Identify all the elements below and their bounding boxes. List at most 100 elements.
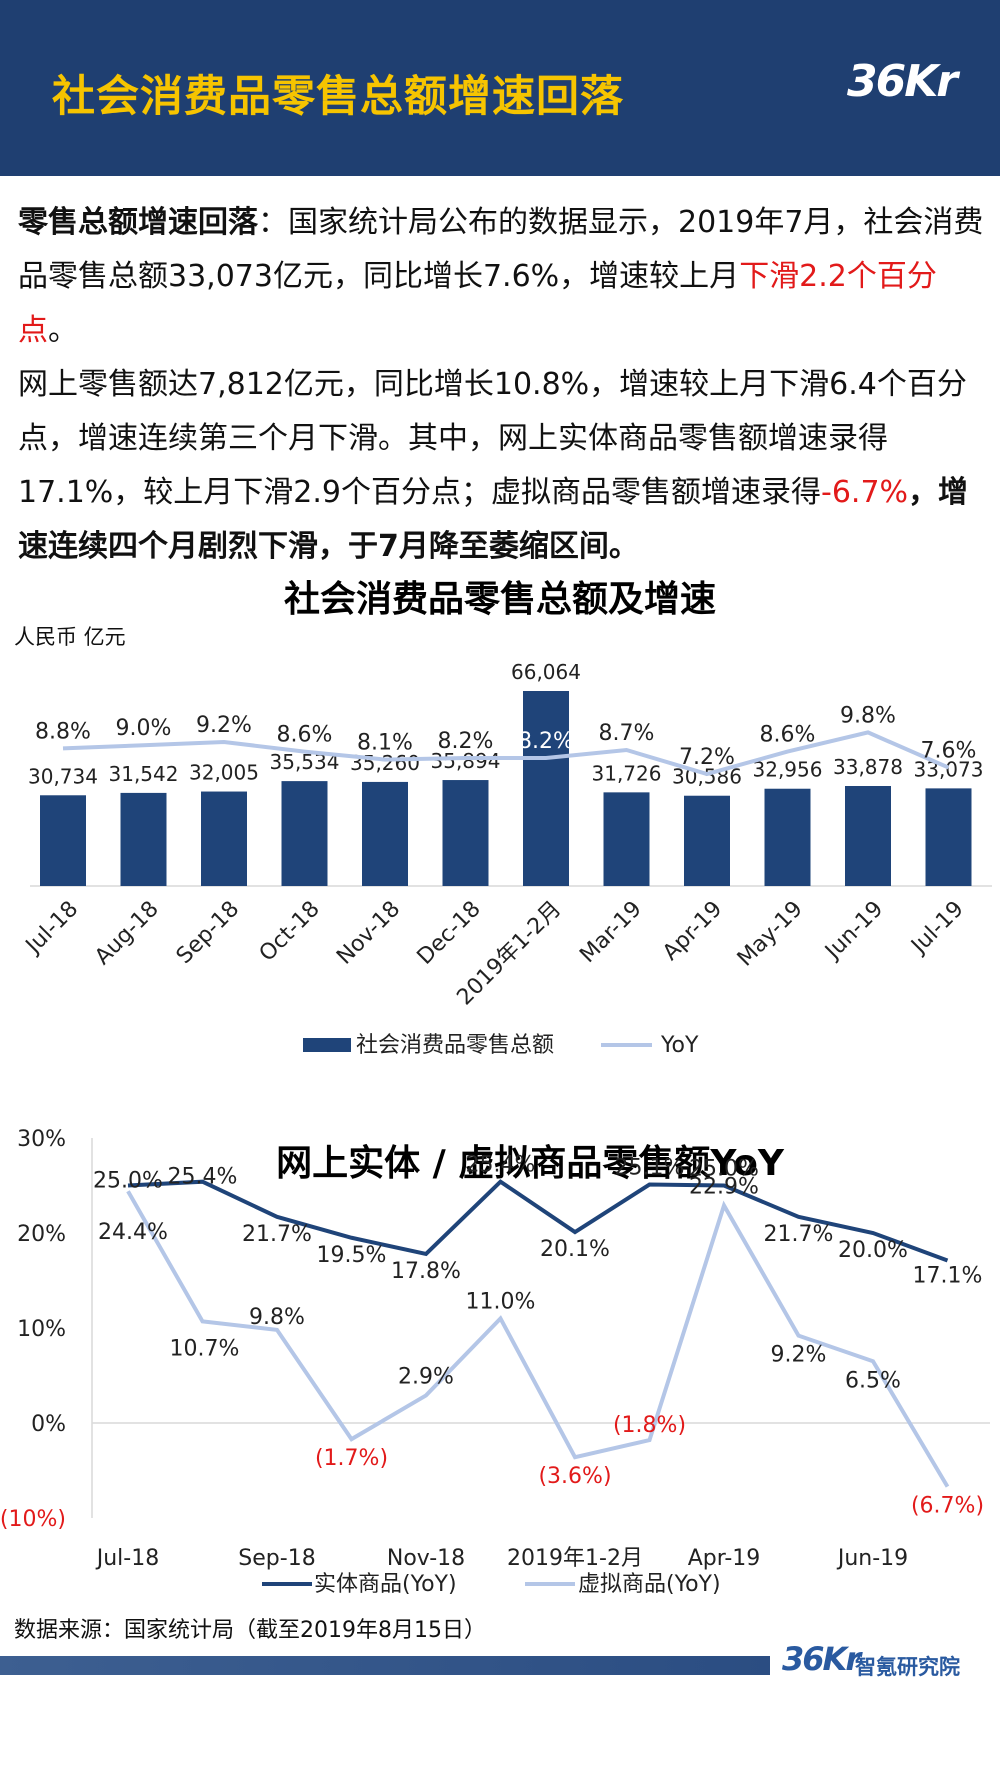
online-goods-yoy-chart: 网上实体 / 虚拟商品零售额YoY 30% 20% 10% 0% (10%) Jul-18 S… (0, 1127, 990, 1597)
legend-label-bars: 社会消费品零售总额 (356, 1033, 554, 1058)
bar-value-label: 32,005 (189, 761, 259, 785)
bar (281, 781, 328, 886)
physical-value-label: 17.1% (913, 1264, 983, 1289)
yoy-value-label: 8.1% (357, 731, 413, 756)
physical-value-label: 25.0% (93, 1169, 163, 1194)
footer-logo: 36Kr (782, 1640, 861, 1678)
virtual-value-label: 6.5% (845, 1368, 901, 1393)
chart2-title: 网上实体 / 虚拟商品零售额YoY (276, 1143, 785, 1184)
x-tick-label: Nov-18 (332, 897, 405, 970)
bar (201, 791, 247, 886)
footer-bar (0, 1656, 770, 1675)
yoy-value-label: 8.6% (277, 723, 333, 748)
bar (764, 788, 811, 886)
bar (684, 795, 730, 886)
bar (603, 792, 650, 886)
x-tick-label: Jun-19 (836, 1546, 908, 1571)
yoy-value-label: 7.6% (921, 739, 977, 764)
x-tick-label: Sep-18 (172, 897, 244, 969)
physical-value-label: 21.7% (764, 1222, 834, 1247)
physical-value-label: 19.5% (317, 1243, 387, 1268)
x-tick-label: Apr-19 (658, 897, 727, 966)
y-tick-label: 0% (31, 1412, 66, 1437)
physical-value-label: 25.0% (689, 1157, 759, 1182)
x-tick-label: Aug-18 (90, 897, 163, 970)
virtual-value-label: 9.2% (771, 1343, 827, 1368)
y-tick-label: 20% (17, 1222, 66, 1247)
legend-label-physical: 实体商品(YoY) (314, 1572, 457, 1597)
chart1-ylabel: 人民币 亿元 (14, 625, 126, 649)
yoy-value-label: 8.8% (35, 719, 91, 744)
virtual-value-label: 10.7% (170, 1336, 240, 1361)
intro-p1-red: 下滑2.2个百分点 (18, 259, 937, 348)
header-banner: 社会消费品零售总额增速回落 36Kr (0, 0, 1000, 176)
intro-p2-red: -6.7% (821, 475, 909, 510)
bar-value-label: 33,073 (914, 757, 984, 781)
x-tick-label: Apr-19 (688, 1546, 761, 1571)
legend-label-virtual: 虚拟商品(YoY) (578, 1572, 721, 1597)
virtual-value-label: 11.0% (466, 1290, 536, 1315)
physical-value-label: 20.1% (540, 1237, 610, 1262)
yoy-value-label: 7.2% (679, 745, 735, 770)
x-tick-label: Nov-18 (387, 1546, 465, 1571)
data-source: 数据来源：国家统计局（截至2019年8月15日） (14, 1618, 486, 1643)
series-line (126, 1190, 950, 1488)
virtual-value-label: 22.9% (689, 1174, 759, 1199)
y-tick-label: 10% (17, 1317, 66, 1342)
virtual-value-label: 9.8% (249, 1305, 305, 1330)
virtual-value-label: (1.8%) (613, 1413, 686, 1438)
legend-label-yoy: YoY (660, 1033, 699, 1058)
virtual-value-label: (1.7%) (315, 1446, 388, 1471)
legend-swatch-bars (303, 1038, 351, 1052)
page-title: 社会消费品零售总额增速回落 (52, 72, 624, 122)
yoy-value-label: 8.2% (518, 729, 574, 754)
physical-value-label: 25.4% (168, 1165, 238, 1190)
intro-p1-text: ：国家统计局公布的数据显示，2019年7月，社会消费品零售总额33,073亿元，… (18, 205, 984, 294)
bar-value-label: 31,542 (109, 762, 179, 786)
yoy-value-label: 9.8% (840, 703, 896, 728)
bar (120, 792, 167, 886)
intro-p1-end: 。 (48, 313, 78, 348)
footer-org-name: 智氪研究院 (855, 1655, 960, 1679)
x-tick-label: Jun-19 (819, 897, 888, 966)
x-tick-label: Mar-19 (575, 897, 646, 968)
physical-value-label: 17.8% (391, 1259, 461, 1284)
yoy-line (62, 730, 950, 777)
x-tick-label: Sep-18 (238, 1546, 315, 1571)
physical-value-label: 21.7% (242, 1222, 312, 1247)
intro-text: 零售总额增速回落：国家统计局公布的数据显示，2019年7月，社会消费品零售总额3… (18, 196, 988, 574)
bar-value-label: 31,726 (592, 761, 662, 785)
intro-p2-text: 网上零售额达7,812亿元，同比增长10.8%，增速较上月下滑6.4个百分点，增… (18, 367, 967, 510)
bar-value-label: 30,734 (28, 764, 98, 788)
virtual-value-label: 24.4% (98, 1220, 168, 1245)
physical-value-label: 25.4% (466, 1153, 536, 1178)
bar (925, 788, 972, 886)
y-tick-label: 30% (17, 1127, 66, 1152)
bar (442, 780, 489, 886)
bar-value-label: 35,894 (431, 749, 501, 773)
y-tick-label: (10%) (0, 1507, 66, 1532)
bar-value-label: 66,064 (511, 660, 581, 684)
x-tick-label: Dec-18 (413, 897, 486, 970)
bar-value-label: 33,878 (833, 755, 903, 779)
intro-p1-bold: 零售总额增速回落 (18, 205, 258, 240)
bar (845, 786, 891, 886)
x-tick-label: Jul-18 (20, 897, 83, 960)
series-line (127, 1179, 949, 1263)
chart1-title: 社会消费品零售总额及增速 (283, 579, 716, 620)
bar-value-label: 32,956 (753, 758, 823, 782)
yoy-value-label: 8.6% (760, 723, 816, 748)
bar (362, 781, 408, 886)
x-tick-label: Jul-18 (95, 1546, 159, 1571)
virtual-value-label: (3.6%) (538, 1464, 611, 1489)
x-tick-label: May-19 (733, 897, 808, 972)
x-tick-label: 2019年1-2月 (507, 1546, 643, 1571)
x-tick-label: Oct-18 (255, 897, 325, 967)
physical-value-label: 25.1% (615, 1156, 685, 1181)
brand-logo: 36Kr (846, 56, 958, 107)
bar-value-label: 35,260 (350, 751, 420, 775)
yoy-value-label: 9.2% (196, 713, 252, 738)
physical-value-label: 20.0% (838, 1238, 908, 1263)
x-tick-label: Jul-19 (905, 897, 968, 960)
